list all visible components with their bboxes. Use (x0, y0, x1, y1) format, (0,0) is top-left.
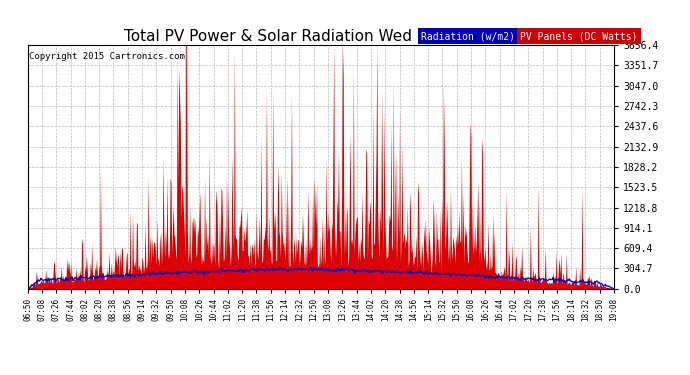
Text: PV Panels (DC Watts): PV Panels (DC Watts) (520, 32, 638, 41)
Text: Radiation (w/m2): Radiation (w/m2) (421, 32, 515, 41)
Text: Copyright 2015 Cartronics.com: Copyright 2015 Cartronics.com (29, 53, 185, 61)
Title: Total PV Power & Solar Radiation Wed Mar 25 19:08: Total PV Power & Solar Radiation Wed Mar… (124, 29, 518, 44)
